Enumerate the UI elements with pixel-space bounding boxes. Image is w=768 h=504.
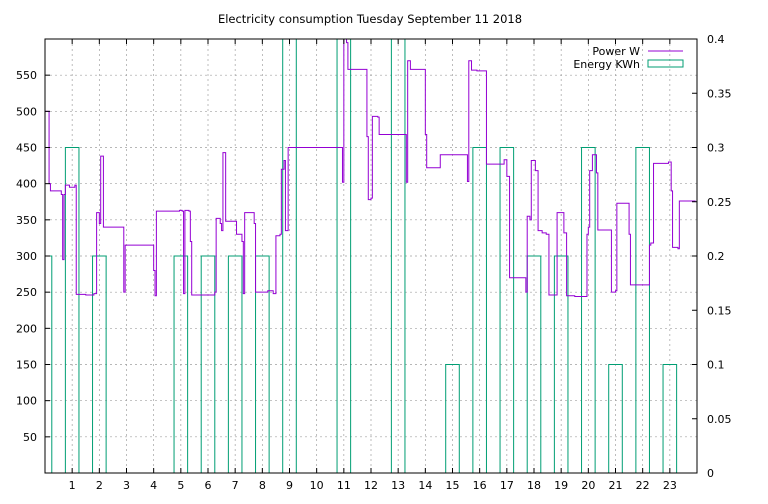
- y-right-tick-label: 0.05: [707, 413, 732, 426]
- x-tick-label: 15: [446, 479, 460, 492]
- legend: Power W Energy KWh: [573, 45, 684, 71]
- y-right-tick-label: 0.25: [707, 196, 732, 209]
- y-left-tick-label: 300: [16, 250, 37, 263]
- y-left-tick-label: 100: [16, 395, 37, 408]
- energy-bar: [92, 255, 107, 473]
- energy-bar: [635, 147, 650, 473]
- energy-bar: [526, 255, 542, 473]
- grid-layer: [45, 39, 697, 473]
- energy-bar: [64, 147, 80, 473]
- energy-bar: [45, 255, 53, 473]
- energy-bar: [336, 39, 352, 473]
- energy-bar: [581, 147, 596, 473]
- x-tick-label: 19: [554, 479, 568, 492]
- y-left-tick-label: 250: [16, 286, 37, 299]
- energy-bar: [255, 255, 270, 473]
- chart-title: Electricity consumption Tuesday Septembe…: [218, 12, 522, 26]
- y-left-tick-label: 200: [16, 322, 37, 335]
- y-left-tick-label: 400: [16, 178, 37, 191]
- x-tick-label: 16: [473, 479, 487, 492]
- legend-energy-swatch: [647, 59, 684, 68]
- x-tick-label: 7: [232, 479, 239, 492]
- energy-bar: [390, 39, 406, 473]
- energy-bar: [553, 255, 569, 473]
- x-tick-label: 20: [581, 479, 595, 492]
- x-tick-label: 10: [310, 479, 324, 492]
- legend-energy-label: Energy KWh: [573, 58, 640, 71]
- energy-bar: [200, 255, 216, 473]
- x-tick-label: 14: [418, 479, 432, 492]
- energy-bar: [173, 255, 189, 473]
- y-left-tick-label: 500: [16, 105, 37, 118]
- energy-bar: [472, 147, 487, 473]
- y-left-tick-label: 450: [16, 142, 37, 155]
- x-tick-label: 1: [69, 479, 76, 492]
- axis-layer: 1 2 3 4 5 6 7 8 9 10 11 12 13 14 15 16 17 18 19 20 21 22 23501…: [16, 33, 732, 492]
- x-tick-label: 3: [123, 479, 130, 492]
- x-tick-label: 22: [636, 479, 650, 492]
- x-tick-label: 17: [500, 479, 514, 492]
- energy-bar: [282, 39, 297, 473]
- x-tick-label: 6: [205, 479, 212, 492]
- y-right-tick-label: 0.1: [707, 359, 725, 372]
- x-tick-label: 21: [609, 479, 623, 492]
- energy-bar: [608, 364, 623, 473]
- plot-frame: [44, 38, 698, 474]
- energy-bar: [227, 255, 243, 473]
- y-left-tick-label: 50: [23, 431, 37, 444]
- y-left-tick-label: 350: [16, 214, 37, 227]
- y-left-tick-label: 150: [16, 359, 37, 372]
- y-right-tick-label: 0.4: [707, 33, 725, 46]
- y-right-tick-label: 0: [707, 467, 714, 480]
- y-right-tick-label: 0.35: [707, 87, 732, 100]
- energy-bar: [445, 364, 460, 473]
- x-tick-label: 2: [96, 479, 103, 492]
- x-tick-label: 8: [259, 479, 266, 492]
- x-tick-label: 23: [663, 479, 677, 492]
- x-tick-label: 11: [337, 479, 351, 492]
- x-tick-label: 9: [286, 479, 293, 492]
- energy-series: [45, 39, 678, 473]
- power-series-line: [45, 39, 696, 298]
- y-right-tick-label: 0.15: [707, 304, 732, 317]
- x-tick-label: 18: [527, 479, 541, 492]
- legend-power-label: Power W: [592, 45, 640, 58]
- y-right-tick-label: 0.2: [707, 250, 725, 263]
- energy-bar: [662, 364, 678, 473]
- x-tick-label: 13: [391, 479, 405, 492]
- y-right-tick-label: 0.3: [707, 142, 725, 155]
- x-tick-label: 5: [177, 479, 184, 492]
- x-tick-label: 12: [364, 479, 378, 492]
- x-tick-label: 4: [150, 479, 157, 492]
- y-left-tick-label: 550: [16, 69, 37, 82]
- energy-bar: [499, 147, 515, 473]
- series-layer: [45, 39, 696, 473]
